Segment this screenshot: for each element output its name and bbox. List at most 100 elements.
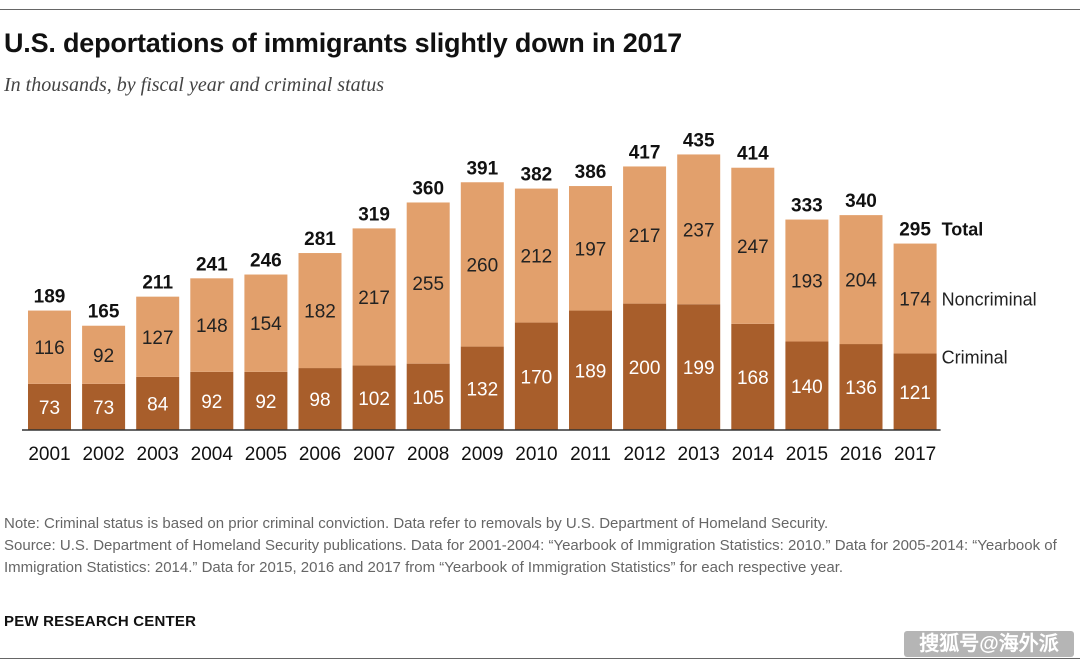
label-criminal-2009: 132: [466, 379, 498, 400]
label-noncriminal-2010: 212: [521, 247, 553, 268]
bar-noncriminal-2017: [893, 243, 937, 354]
label-criminal-2006: 98: [309, 390, 330, 411]
watermark: 搜狐号@海外派: [904, 631, 1074, 657]
x-tick-2009: 2009: [461, 444, 503, 465]
label-total-2009: 391: [466, 158, 498, 179]
label-noncriminal-2013: 237: [683, 220, 715, 241]
bar-criminal-2006: [298, 368, 342, 430]
bar-criminal-2012: [623, 303, 667, 430]
bar-noncriminal-2011: [569, 186, 612, 311]
bar-noncriminal-2004: [190, 278, 234, 372]
bar-noncriminal-2009: [460, 182, 504, 347]
label-total-2010: 382: [521, 165, 553, 186]
x-tick-2012: 2012: [623, 444, 665, 465]
label-noncriminal-2015: 193: [791, 272, 823, 293]
x-tick-2014: 2014: [732, 444, 775, 465]
bar-noncriminal-2012: [623, 166, 667, 304]
top-rule: [0, 9, 1080, 10]
x-tick-2003: 2003: [137, 444, 179, 465]
bar-criminal-2001: [28, 383, 71, 430]
label-total-2005: 246: [250, 251, 282, 272]
bar-noncriminal-2003: [136, 296, 180, 377]
bar-noncriminal-2008: [406, 202, 450, 364]
label-criminal-2005: 92: [255, 392, 276, 413]
label-noncriminal-2012: 217: [629, 226, 661, 247]
bar-criminal-2005: [244, 371, 288, 430]
x-tick-2016: 2016: [840, 444, 882, 465]
legend-noncriminal: Noncriminal: [942, 290, 1037, 310]
bar-noncriminal-2005: [244, 274, 288, 372]
label-noncriminal-2016: 204: [845, 271, 877, 292]
bar-noncriminal-2007: [352, 228, 396, 366]
label-criminal-2010: 170: [521, 367, 553, 388]
bar-criminal-2007: [352, 365, 396, 430]
x-tick-2011: 2011: [570, 444, 611, 465]
bar-noncriminal-2006: [298, 253, 342, 369]
label-criminal-2004: 92: [201, 392, 222, 413]
label-noncriminal-2001: 116: [34, 338, 64, 359]
chart-title: U.S. deportations of immigrants slightly…: [4, 28, 682, 58]
legend-criminal: Criminal: [942, 348, 1008, 368]
label-total-2007: 319: [358, 204, 390, 225]
label-noncriminal-2011: 197: [575, 239, 607, 260]
bar-criminal-2002: [82, 383, 126, 430]
label-total-2003: 211: [142, 273, 173, 294]
label-criminal-2003: 84: [147, 394, 169, 415]
bar-noncriminal-2014: [731, 167, 775, 324]
bar-criminal-2011: [569, 310, 612, 430]
bar-noncriminal-2015: [785, 219, 829, 342]
label-total-2008: 360: [412, 178, 444, 199]
label-criminal-2008: 105: [412, 388, 444, 409]
label-criminal-2011: 189: [575, 361, 607, 382]
x-tick-2010: 2010: [515, 444, 557, 465]
label-total-2011: 386: [575, 162, 607, 183]
bar-noncriminal-2001: [28, 310, 71, 384]
label-criminal-2002: 73: [93, 398, 114, 419]
label-total-2014: 414: [737, 144, 769, 165]
label-criminal-2013: 199: [683, 358, 715, 379]
label-criminal-2014: 168: [737, 368, 769, 389]
label-total-2004: 241: [196, 254, 228, 275]
label-noncriminal-2014: 247: [737, 237, 769, 258]
label-noncriminal-2008: 255: [412, 274, 444, 295]
legend-total: Total: [942, 220, 984, 240]
label-criminal-2001: 73: [39, 398, 60, 419]
x-tick-2015: 2015: [786, 444, 828, 465]
bar-criminal-2016: [839, 344, 883, 430]
bottom-rule: [0, 658, 1080, 659]
label-criminal-2016: 136: [845, 378, 877, 399]
label-criminal-2012: 200: [629, 358, 661, 379]
bar-noncriminal-2010: [514, 188, 558, 323]
label-criminal-2017: 121: [899, 383, 931, 404]
x-tick-2017: 2017: [894, 444, 936, 465]
bar-criminal-2009: [460, 346, 504, 430]
label-total-2012: 417: [629, 142, 661, 163]
note-text: Note: Criminal status is based on prior …: [4, 515, 829, 532]
label-noncriminal-2017: 174: [899, 290, 931, 311]
bar-noncriminal-2013: [677, 154, 721, 305]
label-noncriminal-2007: 217: [358, 288, 390, 309]
bar-criminal-2015: [785, 341, 829, 430]
bar-criminal-2013: [677, 304, 721, 430]
label-total-2016: 340: [845, 191, 877, 212]
x-tick-2001: 2001: [28, 444, 70, 465]
bar-noncriminal-2002: [82, 325, 126, 384]
label-noncriminal-2006: 182: [304, 302, 336, 323]
label-criminal-2007: 102: [358, 389, 390, 410]
x-tick-2004: 2004: [191, 444, 234, 465]
x-tick-2013: 2013: [678, 444, 720, 465]
bar-criminal-2017: [893, 353, 937, 430]
x-tick-2006: 2006: [299, 444, 341, 465]
label-total-2002: 165: [88, 302, 120, 323]
bar-criminal-2004: [190, 371, 234, 430]
bar-criminal-2014: [731, 323, 775, 430]
brand-label: PEW RESEARCH CENTER: [4, 613, 197, 630]
x-tick-2008: 2008: [407, 444, 449, 465]
label-total-2001: 189: [34, 287, 66, 308]
chart-subtitle: In thousands, by fiscal year and crimina…: [4, 74, 384, 96]
label-noncriminal-2003: 127: [142, 328, 174, 349]
label-total-2017: 295: [899, 220, 931, 241]
bar-criminal-2008: [406, 363, 450, 430]
bar-criminal-2003: [136, 376, 180, 430]
label-noncriminal-2004: 148: [196, 316, 228, 337]
